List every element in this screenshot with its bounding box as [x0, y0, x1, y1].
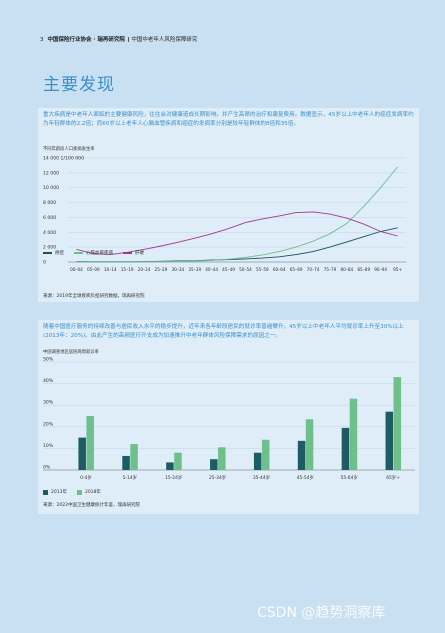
series-line	[76, 166, 398, 263]
bar	[166, 462, 174, 470]
x-tick-label: 0-4岁	[80, 474, 92, 481]
y-tick-label: 8 000	[43, 200, 56, 206]
chart-1-source: 来源：2019年全球疾病负担研究数据，瑞再研究院	[43, 294, 145, 299]
x-tick-label: 85–89	[357, 267, 370, 272]
finding-1-text: 重大疾病是中老年人面临的主要健康风险，往往会对健康造成长期影响，并产生高昂的治疗…	[43, 112, 414, 127]
bar	[174, 452, 182, 470]
x-tick-label: 15–19	[121, 267, 134, 272]
x-tick-label: 30–34	[171, 267, 184, 272]
legend-label: 2013年	[51, 490, 67, 495]
x-tick-label: 5-14岁	[123, 474, 137, 481]
legend-swatch	[43, 489, 48, 495]
x-tick-label: 60–64	[273, 267, 286, 272]
x-tick-label: 50–54	[239, 267, 252, 272]
legend-item-cardio: 心脑血管疾病	[74, 250, 113, 256]
legend-swatch	[74, 252, 83, 254]
page-number: 3	[40, 37, 44, 43]
x-tick-label: 25-34岁	[209, 474, 226, 481]
bar	[385, 411, 394, 470]
series-line	[76, 211, 398, 256]
legend-swatch	[43, 252, 52, 254]
legend-item-2018: 2018年	[76, 489, 101, 495]
x-tick-label: 15-24岁	[165, 474, 182, 481]
x-tick-label: 40–44	[205, 267, 218, 272]
x-tick-label: 45-54岁	[297, 474, 314, 481]
y-tick-label: 10 000	[43, 185, 59, 191]
line-chart: 0 2 000 4 000 6 000 8 000 10 000 12 000 14 000 …	[43, 156, 406, 272]
bar	[253, 452, 262, 470]
bar	[261, 439, 270, 470]
header-divider	[127, 37, 129, 42]
legend-label: 2018年	[84, 490, 101, 495]
x-tick-label: 65–69	[290, 267, 303, 272]
finding-box-2: 随着中国医疗服务的持续改善与居民收入水平的稳步提升，近年来各年龄段居民的就诊率普…	[38, 320, 419, 514]
bar	[297, 440, 306, 470]
chart-1-caption: 不同年龄段人口疾病发生率	[43, 147, 95, 152]
x-tick-label: 45–49	[222, 267, 235, 272]
bar	[218, 447, 226, 470]
legend-label: 癌症	[55, 251, 64, 256]
legend-item-2013: 2013年	[43, 489, 67, 495]
x-tick-label: 90–94	[374, 267, 387, 272]
x-tick-label: 80–84	[340, 267, 353, 272]
x-tick-label: 70–74	[307, 267, 320, 272]
watermark: CSDN @趋势洞察库	[257, 605, 386, 621]
x-tick-label: 05–09	[87, 267, 100, 272]
page-header: 3 中国保险行业协会 · 瑞再研究院 中国中老年人风险保障研究	[40, 35, 197, 43]
x-tick-label: 25–29	[155, 267, 168, 272]
y-tick-label: 2 000	[43, 245, 56, 251]
y-tick-label: 30%	[43, 400, 54, 406]
chart-2-caption: 中国调查地区居民两周就诊率	[43, 350, 99, 355]
y-tick-label: 12 000	[43, 170, 59, 176]
y-tick-label: 20%	[43, 421, 54, 427]
y-tick-label: 10%	[43, 443, 54, 449]
legend-swatch	[123, 252, 132, 254]
x-tick-label: 00–04	[70, 267, 83, 272]
bar	[349, 398, 358, 470]
x-tick-label: 65岁+	[386, 474, 400, 481]
x-tick-label: 20–24	[138, 267, 151, 272]
finding-2-text: 随着中国医疗服务的持续改善与居民收入水平的稳步提升，近年来各年龄段居民的就诊率普…	[43, 324, 404, 339]
bar	[130, 444, 138, 470]
bar	[86, 416, 94, 470]
x-tick-label: 95+	[393, 267, 402, 272]
header-report-title: 中国中老年人风险保障研究	[131, 37, 198, 43]
chart-2-source: 来源：2022中国卫生健康统计年鉴，瑞再研究院	[43, 503, 140, 508]
y-tick-label: 4 000	[43, 230, 56, 236]
y-tick-label: 40%	[43, 378, 54, 384]
bar	[210, 459, 218, 470]
bar	[122, 455, 130, 470]
x-tick-label: 35–39	[188, 267, 201, 272]
legend-item-liver: 肝硬	[123, 250, 144, 256]
bar	[393, 377, 402, 470]
y-tick-label: 6 000	[43, 215, 56, 221]
bar	[341, 427, 350, 470]
series-line	[76, 227, 398, 263]
bar	[78, 437, 86, 470]
bar	[305, 419, 314, 470]
bar-chart: 0% 10% 20% 30% 40% 50% 0-4岁 5-14岁 15-24岁 25-34岁 35…	[43, 357, 415, 481]
x-tick-label: 55–59	[256, 267, 269, 272]
x-tick-label: 35-44岁	[253, 474, 270, 481]
section-title: 主要发现	[43, 75, 115, 95]
header-org: 中国保险行业协会 · 瑞再研究院	[47, 37, 125, 43]
finding-box-1: 重大疾病是中老年人面临的主要健康风险，往往会对健康造成长期影响，并产生高昂的治疗…	[38, 108, 419, 302]
legend-label: 肝硬	[135, 251, 144, 256]
legend-label: 心脑血管疾病	[86, 251, 113, 256]
x-tick-label: 55-64岁	[341, 474, 358, 481]
legend-item-cancer: 癌症	[43, 250, 64, 256]
chart-2-legend: 2013年 2018年	[43, 489, 101, 495]
y-axis-label: 14 000 1/100 000	[43, 156, 84, 162]
legend-swatch	[76, 489, 82, 495]
x-tick-label: 10–14	[104, 267, 117, 272]
y-tick-label: 50%	[43, 357, 54, 363]
x-tick-label: 75–79	[324, 267, 337, 272]
y-tick-label: 0%	[43, 465, 51, 471]
y-tick-label: 0	[43, 260, 46, 266]
chart-1-legend: 癌症 心脑血管疾病 肝硬	[43, 250, 144, 256]
